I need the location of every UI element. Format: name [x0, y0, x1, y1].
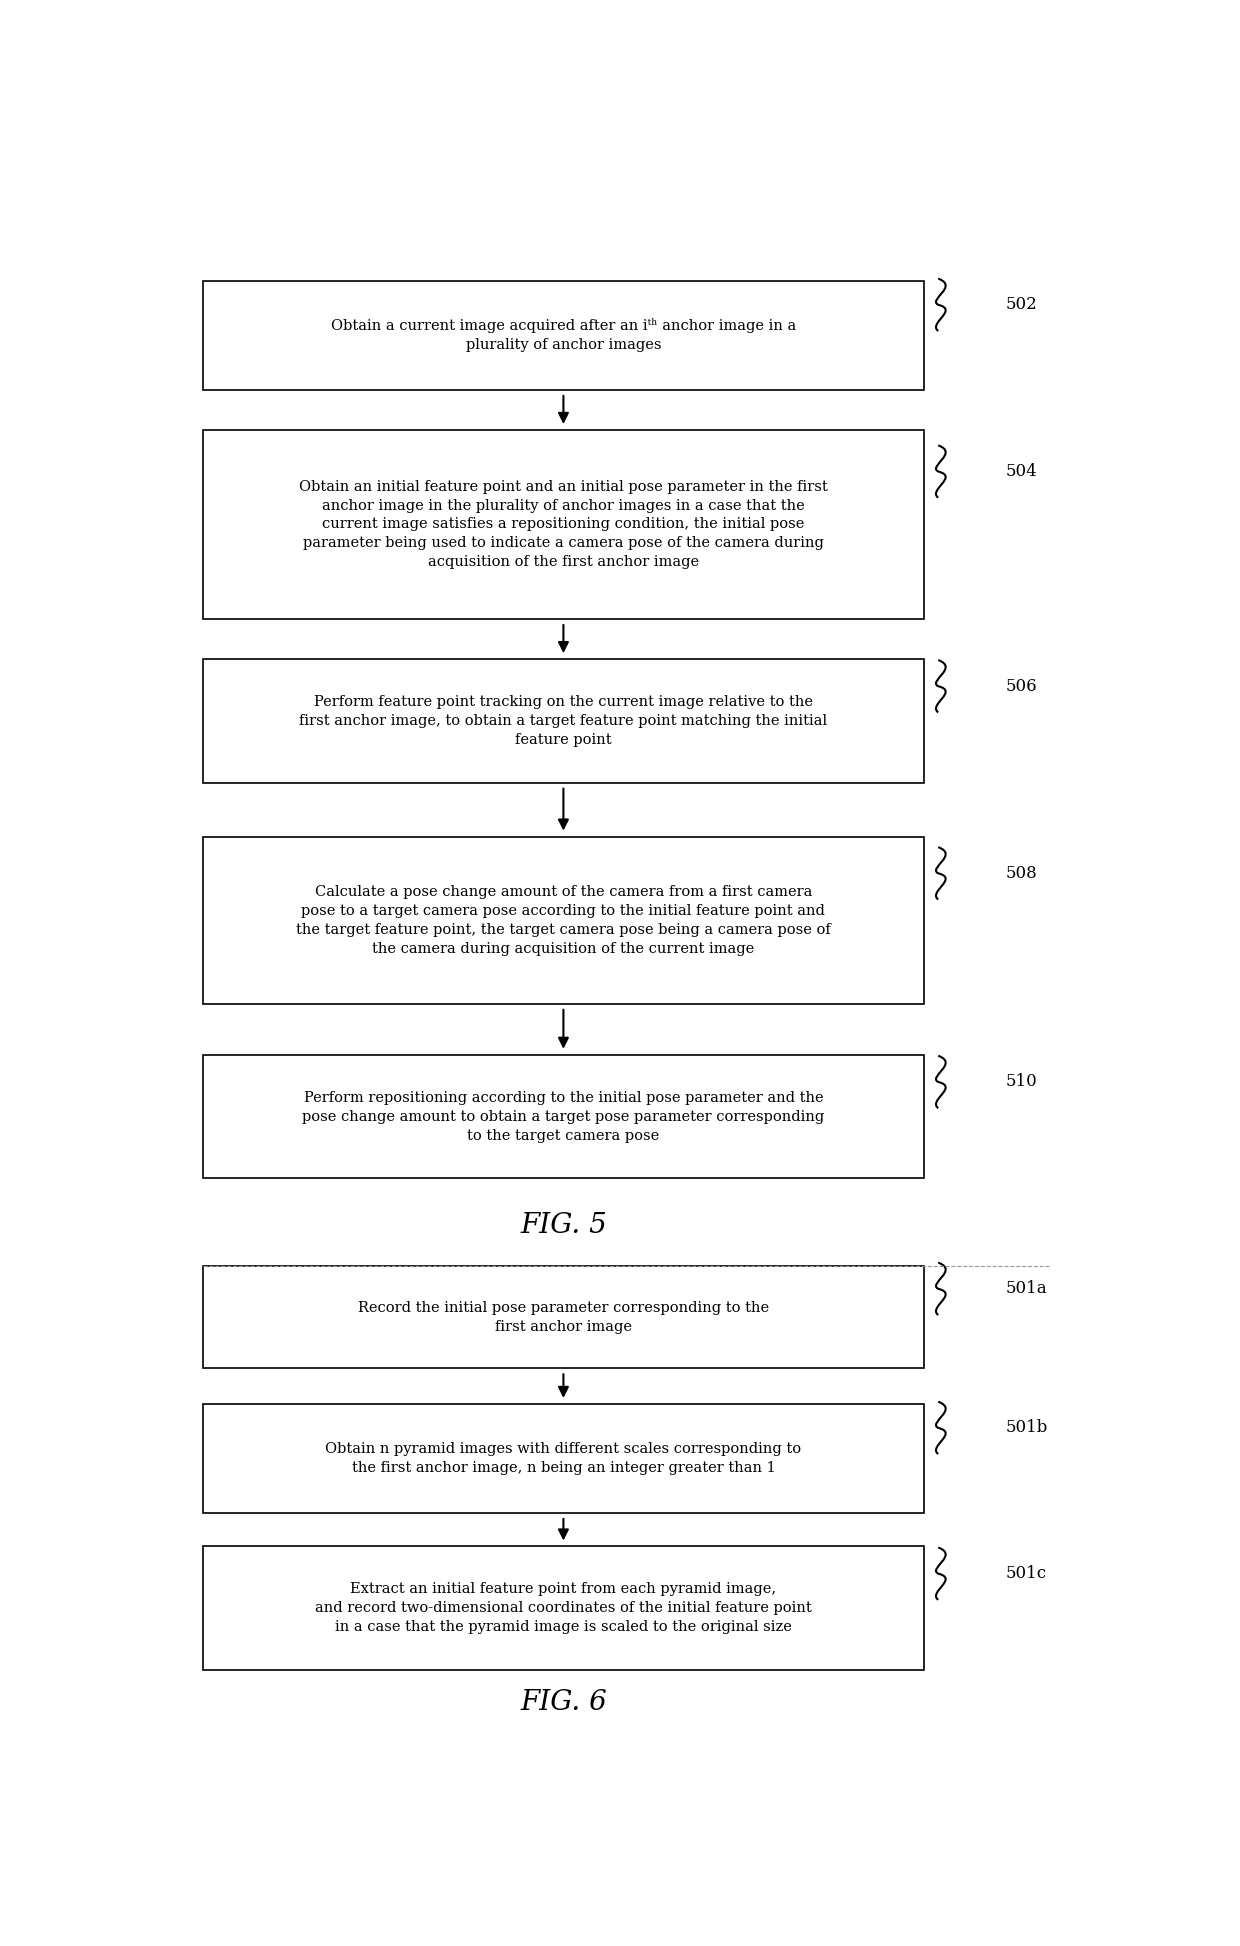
- Text: FIG. 6: FIG. 6: [520, 1689, 606, 1716]
- Text: 501c: 501c: [1006, 1565, 1047, 1582]
- Bar: [203, 430, 924, 619]
- Text: Calculate a pose change amount of the camera from a first camera
pose to a targe: Calculate a pose change amount of the ca…: [296, 885, 831, 955]
- Text: FIG. 5: FIG. 5: [520, 1212, 606, 1240]
- Text: 510: 510: [1006, 1074, 1037, 1090]
- Bar: [203, 1547, 924, 1670]
- Bar: [203, 660, 924, 782]
- Text: 506: 506: [1006, 677, 1037, 695]
- Text: 501a: 501a: [1006, 1280, 1047, 1298]
- Bar: [203, 1267, 924, 1368]
- Text: 501b: 501b: [1006, 1419, 1048, 1436]
- Text: Perform repositioning according to the initial pose parameter and the
pose chang: Perform repositioning according to the i…: [303, 1090, 825, 1142]
- Bar: [203, 280, 924, 389]
- Text: Extract an initial feature point from each pyramid image,
and record two-dimensi: Extract an initial feature point from ea…: [315, 1582, 812, 1635]
- Text: 504: 504: [1006, 463, 1037, 481]
- Text: Record the initial pose parameter corresponding to the
first anchor image: Record the initial pose parameter corres…: [358, 1300, 769, 1333]
- Bar: [203, 837, 924, 1004]
- Text: Obtain an initial feature point and an initial pose parameter in the first
ancho: Obtain an initial feature point and an i…: [299, 479, 828, 570]
- Bar: [203, 1403, 924, 1512]
- Bar: [203, 1055, 924, 1179]
- Text: 502: 502: [1006, 296, 1037, 313]
- Text: Perform feature point tracking on the current image relative to the
first anchor: Perform feature point tracking on the cu…: [299, 695, 827, 747]
- Text: Obtain a current image acquired after an iᵗʰ anchor image in a
plurality of anch: Obtain a current image acquired after an…: [331, 319, 796, 352]
- Text: 508: 508: [1006, 864, 1037, 882]
- Text: Obtain n pyramid images with different scales corresponding to
the first anchor : Obtain n pyramid images with different s…: [325, 1442, 801, 1475]
